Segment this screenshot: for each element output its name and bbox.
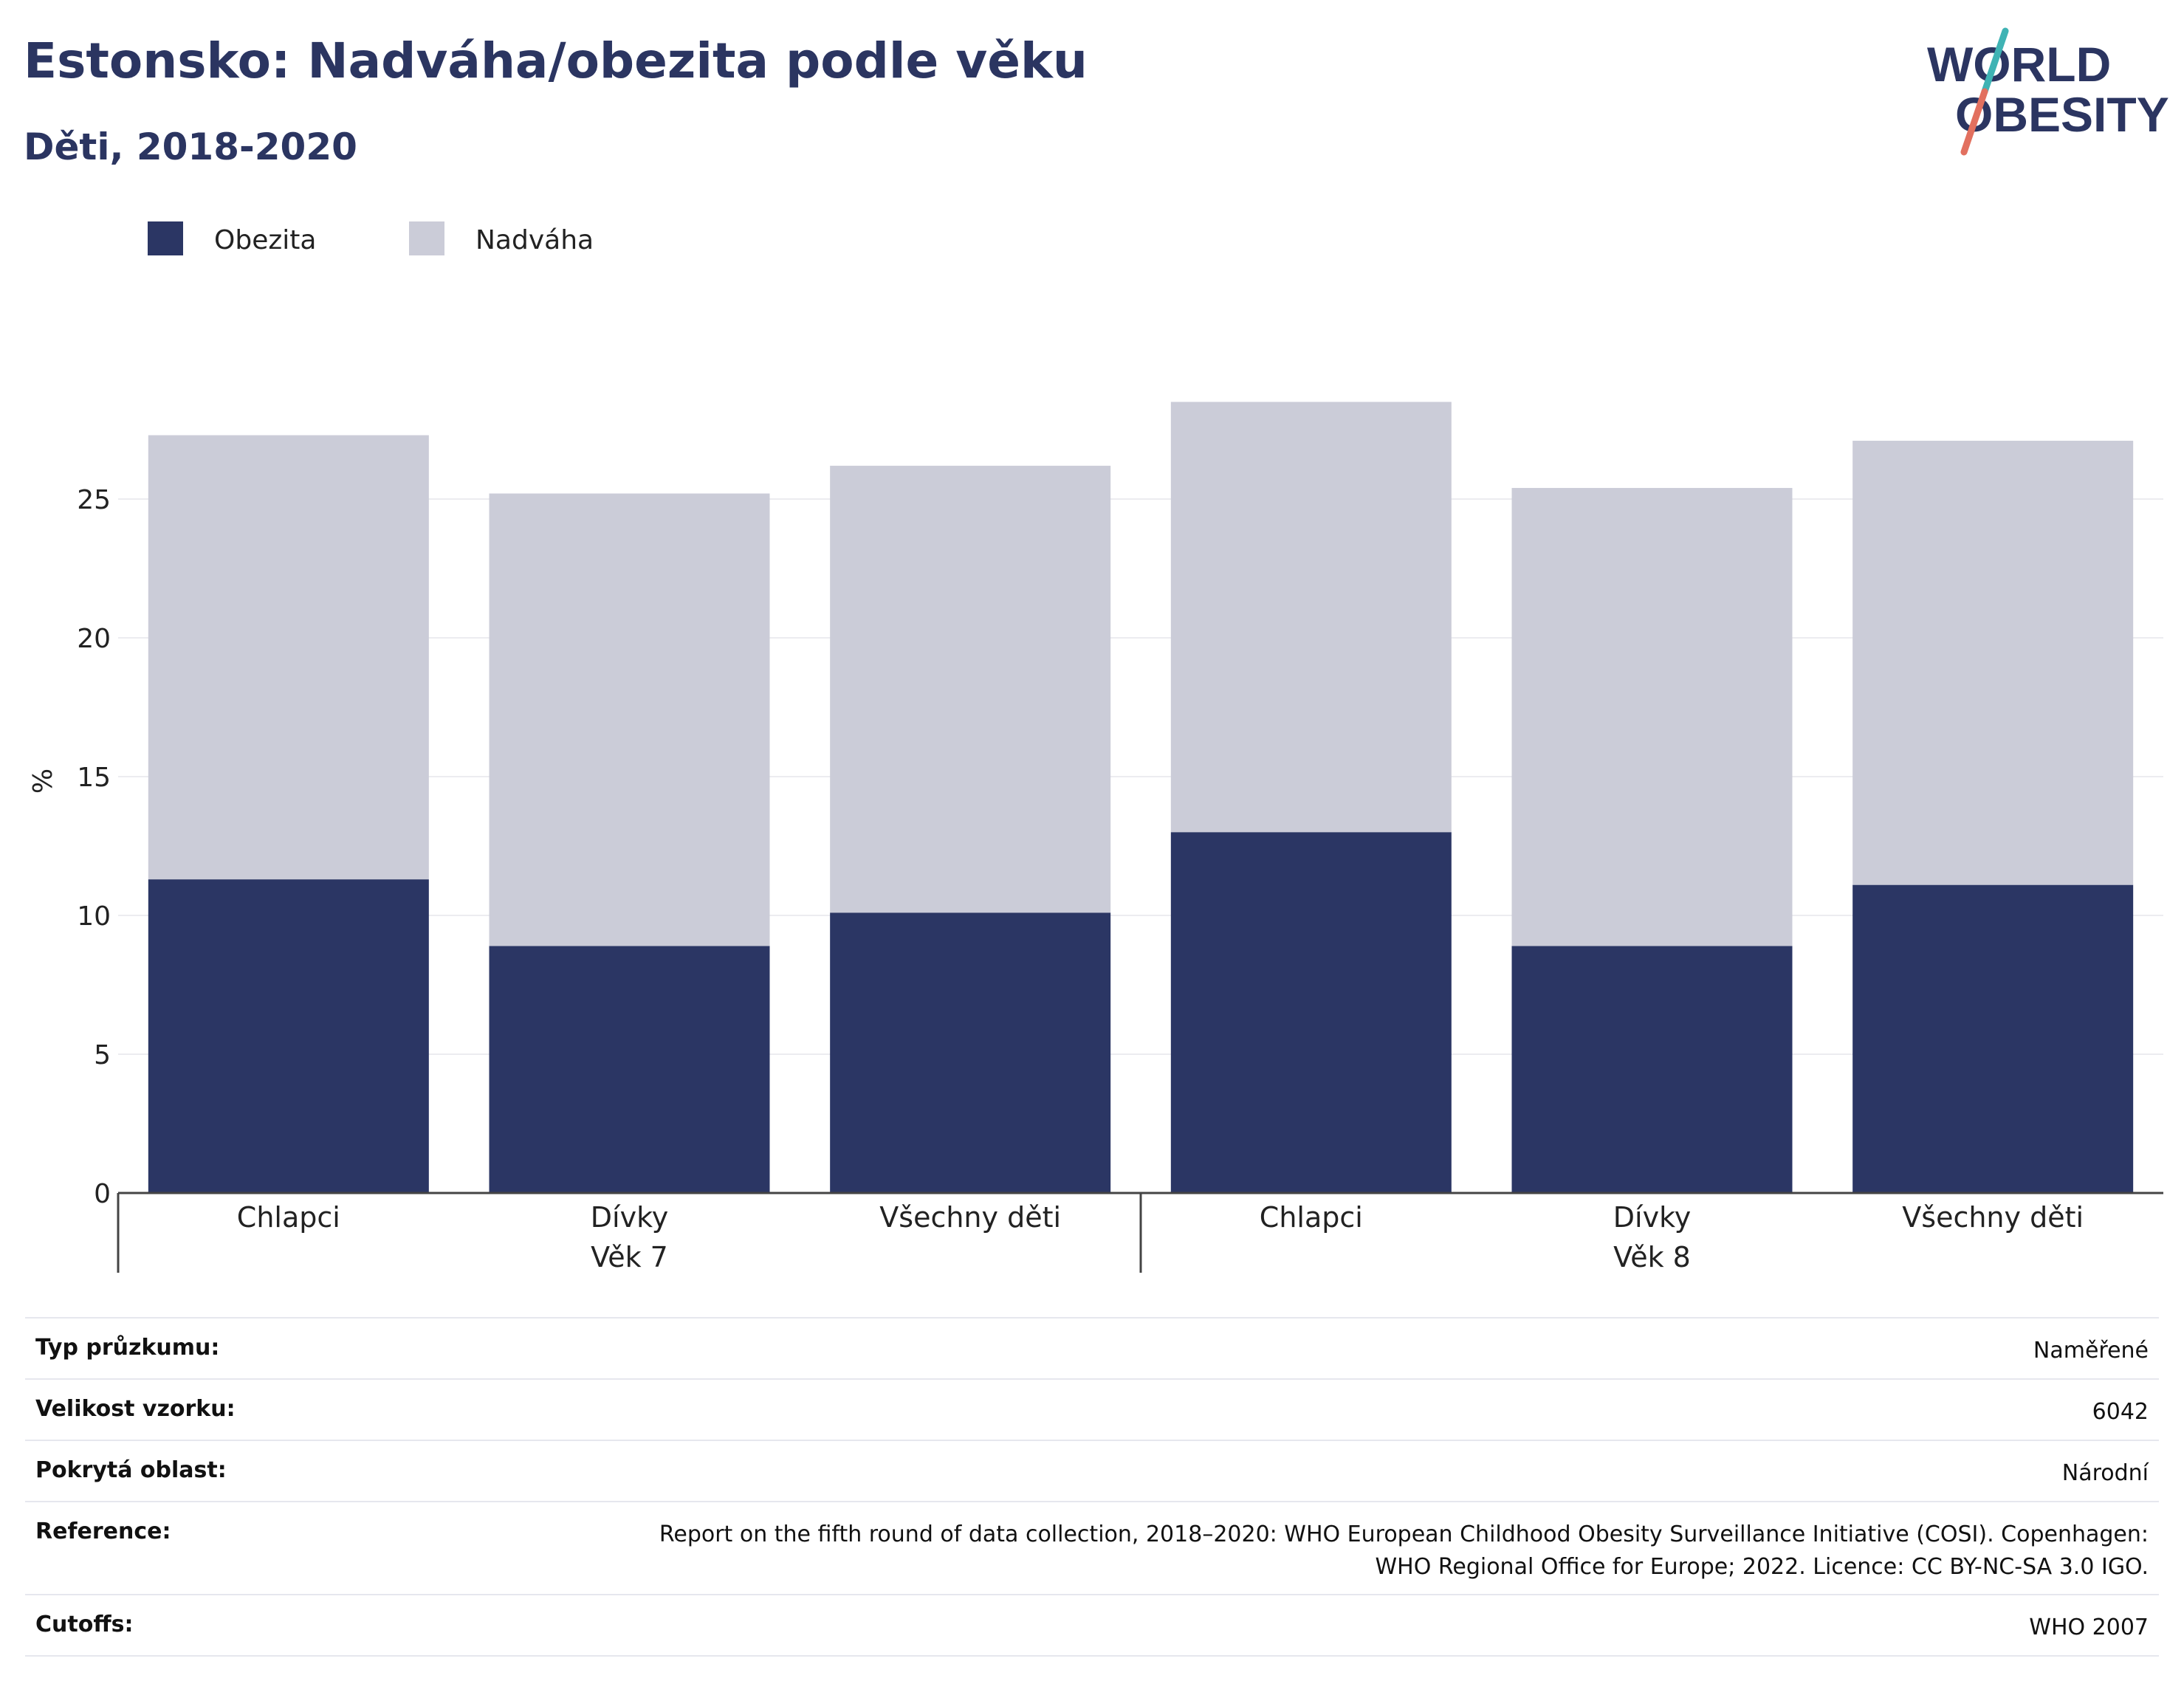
y-tick-label-15: 15 (77, 763, 111, 793)
y-axis-label: % (28, 769, 58, 794)
reference-label: Reference: (35, 1519, 171, 1544)
details-row-survey-type: Typ průzkumu: Naměřené (25, 1318, 2159, 1380)
bar-obezita-0 (148, 879, 429, 1193)
sample-size-value: 6042 (2092, 1399, 2149, 1425)
y-tick-label-25: 25 (77, 485, 111, 515)
legend-swatch-0 (148, 221, 183, 255)
cutoffs-value: WHO 2007 (2029, 1615, 2149, 1640)
bar-obezita-5 (1852, 884, 2134, 1193)
bar-obezita-4 (1511, 946, 1793, 1193)
bar-obezita-3 (1170, 832, 1452, 1193)
details-row-cutoffs: Cutoffs: WHO 2007 (25, 1595, 2159, 1657)
logo-line1: WORLD (1927, 37, 2111, 92)
legend-label-0: Obezita (214, 225, 316, 255)
survey-type-label: Typ průzkumu: (35, 1335, 220, 1361)
x-tick-label-5: Všechny děti (1902, 1201, 2084, 1234)
legend-swatch-1 (409, 221, 444, 255)
y-tick-label-10: 10 (77, 901, 111, 932)
reference-line2: WHO Regional Office for Europe; 2022. Li… (1375, 1554, 2149, 1580)
gridlines (118, 498, 2163, 1055)
y-tick-label-5: 5 (94, 1040, 111, 1070)
y-tick-label-0: 0 (94, 1179, 111, 1209)
world-obesity-logo: WORLD OBESITY (1927, 27, 2169, 156)
details-row-reference: Reference: Report on the fifth round of … (25, 1502, 2159, 1595)
x-tick-label-0: Chlapci (237, 1201, 340, 1234)
cutoffs-label: Cutoffs: (35, 1612, 134, 1637)
bar-obezita-1 (489, 946, 770, 1193)
bar-nadváha-5 (1852, 441, 2134, 885)
y-tick-labels: 0 5 10 15 20 25 (77, 485, 111, 1209)
chart-title: Estonsko: Nadváha/obezita podle věku (24, 32, 1088, 89)
bar-nadváha-0 (148, 435, 429, 880)
chart-subtitle: Děti, 2018-2020 (24, 126, 357, 168)
sample-size-label: Velikost vzorku: (35, 1396, 236, 1422)
details-row-coverage: Pokrytá oblast: Národní (25, 1441, 2159, 1502)
logo-red-stroke (1960, 88, 1988, 156)
bar-nadváha-3 (1170, 402, 1452, 833)
logo-teal-stroke (1981, 27, 2009, 95)
bar-nadváha-2 (830, 465, 1111, 913)
bar-nadváha-4 (1511, 487, 1793, 946)
x-tick-label-2: Všechny děti (879, 1201, 1061, 1234)
bar-nadváha-1 (489, 493, 770, 946)
legend-label-1: Nadváha (475, 225, 594, 255)
bars (148, 402, 2134, 1193)
coverage-label: Pokrytá oblast: (35, 1457, 227, 1483)
y-tick-label-20: 20 (77, 624, 111, 654)
details-row-sample-size: Velikost vzorku: 6042 (25, 1380, 2159, 1441)
details-table: Typ průzkumu: Naměřené Velikost vzorku: … (25, 1317, 2159, 1657)
group-label-0: Věk 7 (591, 1241, 668, 1273)
stacked-bar-chart: Obezita Nadváha 0 5 10 15 20 25 % Chlapci Dívky… (28, 221, 2163, 1273)
bar-obezita-2 (830, 912, 1111, 1193)
coverage-value: Národní (2061, 1460, 2149, 1486)
legend: Obezita Nadváha (148, 221, 594, 255)
x-tick-label-4: Dívky (1613, 1201, 1691, 1234)
x-tick-label-3: Chlapci (1260, 1201, 1363, 1234)
x-tick-label-1: Dívky (591, 1201, 668, 1234)
x-axis: Chlapci Dívky Všechny děti Chlapci Dívky Všec… (117, 1192, 2163, 1273)
survey-type-value: Naměřené (2033, 1338, 2149, 1364)
group-label-1: Věk 8 (1613, 1241, 1691, 1273)
reference-value: Report on the fifth round of data collec… (659, 1519, 2149, 1584)
logo-line2: OBESITY (1955, 87, 2169, 142)
reference-line1: Report on the fifth round of data collec… (659, 1522, 2149, 1547)
